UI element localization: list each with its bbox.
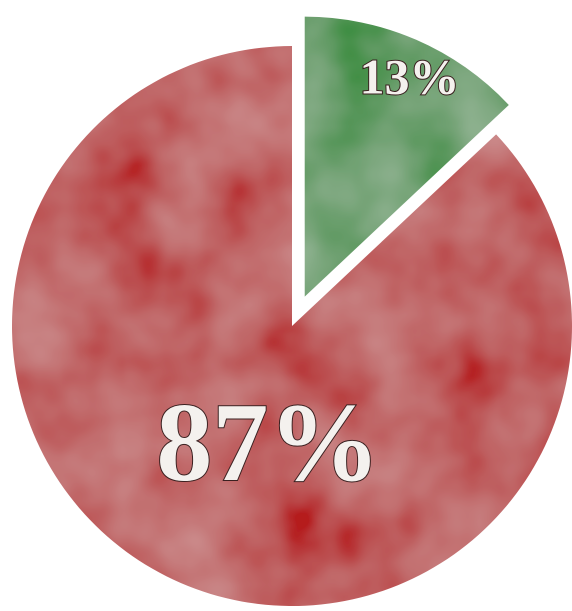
- slice-label: 13%: [359, 49, 459, 105]
- labels: 13% 87%: [155, 48, 460, 507]
- pie-slice: [11, 46, 572, 606]
- pie-slice: [304, 16, 509, 297]
- slices: [11, 16, 572, 606]
- slice-label: 87%: [156, 381, 380, 505]
